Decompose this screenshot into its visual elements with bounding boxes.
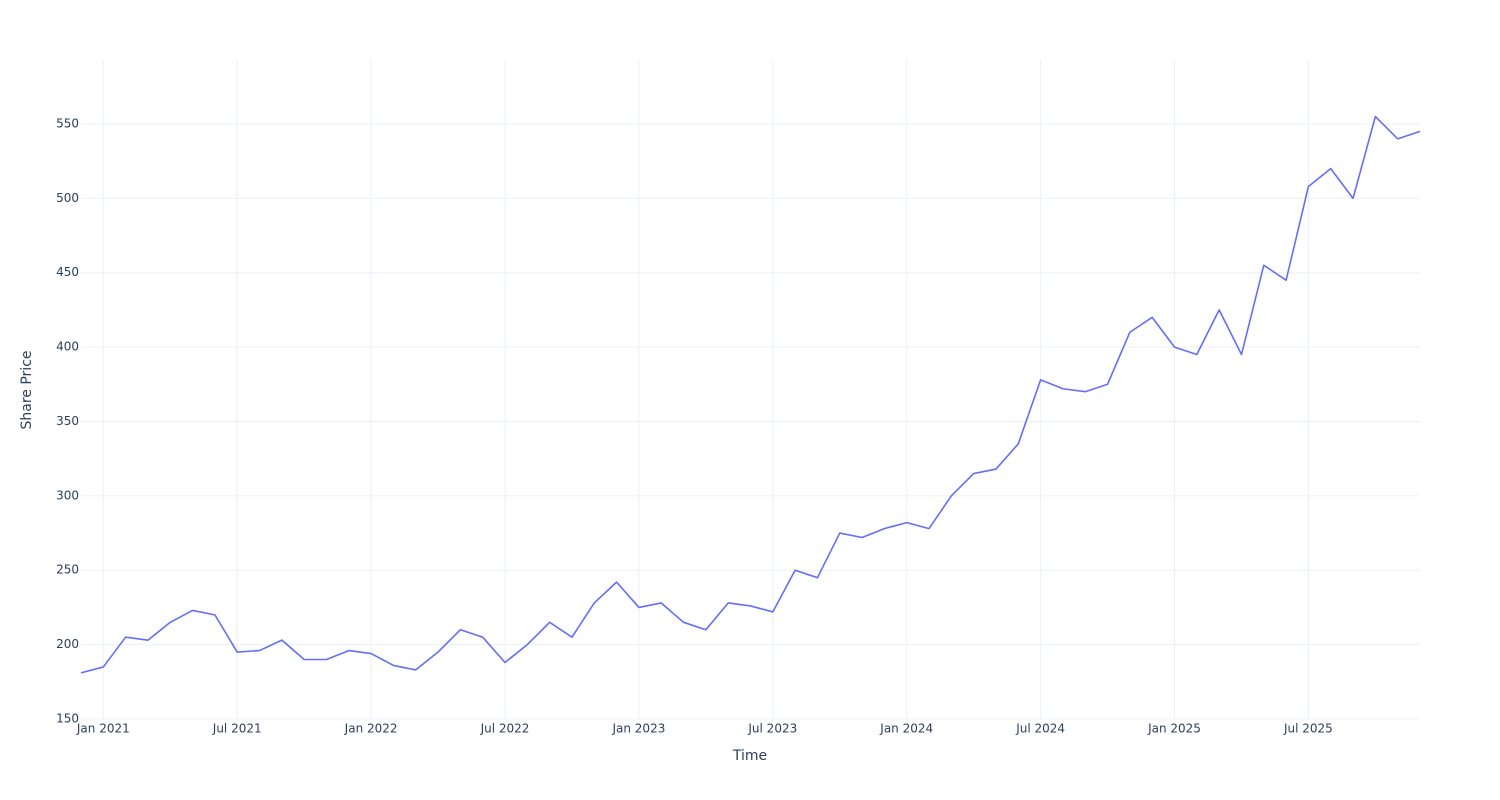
y-tick-label: 150 [56, 712, 79, 726]
x-tick-label: Jul 2025 [1283, 722, 1333, 736]
price-line [80, 115, 1421, 674]
x-tick-label: Jul 2024 [1015, 722, 1065, 736]
y-tick-label: 250 [56, 563, 79, 577]
y-tick-label: 400 [56, 340, 79, 354]
x-axis-title: Time [732, 748, 767, 764]
y-tick-label: 500 [56, 191, 79, 205]
y-tick-label: 200 [56, 637, 79, 651]
x-tick-label: Jan 2021 [76, 722, 130, 736]
y-tick-label: 300 [56, 488, 79, 502]
x-tick-label: Jan 2023 [611, 722, 665, 736]
x-tick-label: Jul 2021 [212, 722, 262, 736]
x-tick-label: Jul 2022 [480, 722, 530, 736]
y-tick-label: 550 [56, 116, 79, 130]
x-tick-label: Jan 2022 [344, 722, 398, 736]
x-tick-label: Jan 2025 [1147, 722, 1201, 736]
y-tick-label: 450 [56, 265, 79, 279]
x-tick-label: Jul 2023 [747, 722, 797, 736]
x-tick-label: Jan 2024 [879, 722, 933, 736]
y-axis-title: Share Price [19, 350, 35, 429]
y-tick-label: 350 [56, 414, 79, 428]
